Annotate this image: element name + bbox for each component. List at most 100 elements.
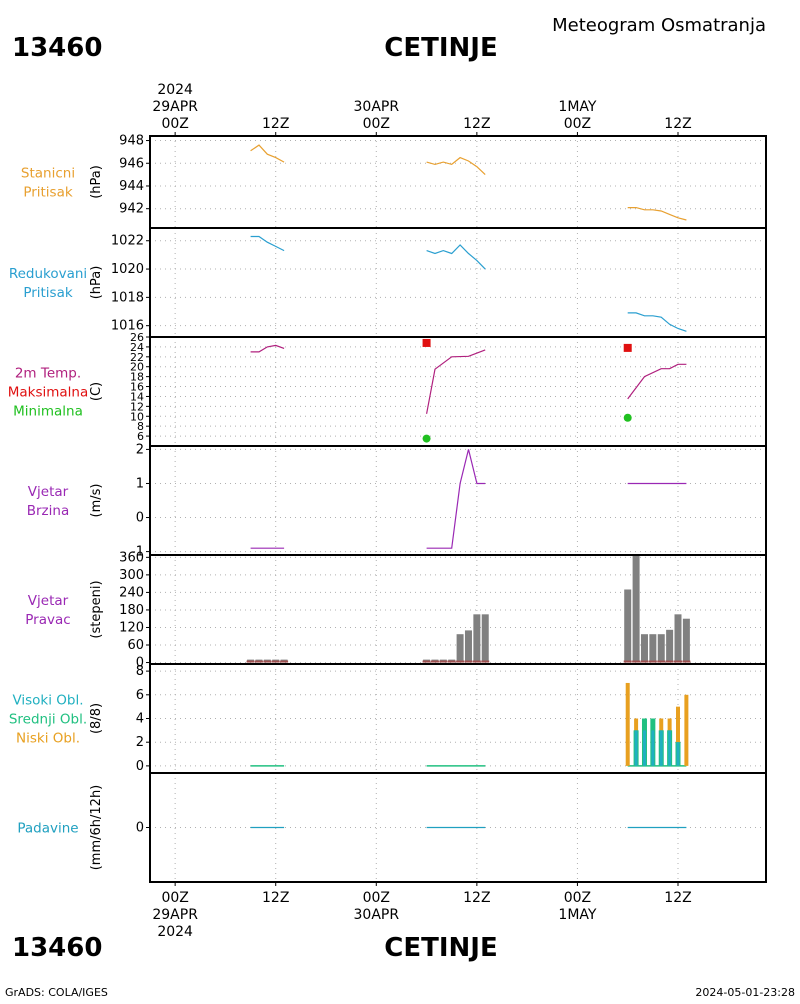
station-id-top: 13460: [12, 33, 102, 63]
y-tick-label: 360: [119, 550, 144, 565]
panel-label: Visoki Obl.: [12, 693, 83, 709]
panel-label: Niski Obl.: [16, 731, 80, 747]
bottom-time-label: 00Z: [363, 890, 390, 906]
bottom-time-label: 12Z: [664, 890, 691, 906]
bottom-time-label: 2024: [157, 924, 193, 940]
top-time-label: 00Z: [564, 116, 591, 132]
panel-clouds: 0 2 4 6 8 (8/8) Visoki Obl. Srednji Obl. Niski O…: [9, 663, 767, 774]
direction-bar: [649, 634, 657, 663]
y-tick-label: 8: [136, 664, 144, 679]
y-tick-label: 300: [119, 568, 144, 583]
bottom-time-label: 12Z: [463, 890, 490, 906]
y-tick-label: 240: [119, 585, 144, 600]
high-cloud-bar: [634, 730, 638, 766]
top-time-label: 2024: [157, 82, 193, 98]
panel-label: Padavine: [17, 821, 78, 837]
top-time-label: 00Z: [161, 116, 188, 132]
y-tick-label: 1016: [111, 319, 144, 334]
direction-bar: [632, 555, 640, 663]
bottom-time-label: 12Z: [262, 890, 289, 906]
y-tick-label: 6: [137, 430, 144, 443]
top-time-label: 30APR: [354, 99, 400, 115]
y-tick-label: 180: [119, 603, 144, 618]
y-axis-label: (hPa): [89, 165, 104, 199]
high-cloud-bar: [668, 730, 672, 766]
series-line: [426, 156, 486, 176]
y-tick-label: 0: [136, 759, 144, 774]
y-axis-label: (stepeni): [89, 580, 104, 638]
low-cloud-bar: [625, 682, 630, 766]
y-tick-label: 10: [130, 410, 144, 423]
y-tick-label: 944: [119, 179, 144, 194]
series-line: [627, 207, 687, 221]
low-cloud-bar: [684, 694, 689, 766]
top-time-label: 12Z: [664, 116, 691, 132]
y-axis-label: (mm/6h/12h): [89, 785, 104, 871]
direction-bar: [640, 634, 648, 663]
station-name-bottom: CETINJE: [384, 933, 497, 963]
page-title: Meteogram Osmatranja: [552, 15, 766, 36]
bottom-time-label: 00Z: [161, 890, 188, 906]
y-tick-label: 12: [130, 400, 144, 413]
y-axis-label: (m/s): [89, 484, 104, 518]
footer-timestamp: 2024-05-01-23:28: [695, 986, 795, 999]
panel-station_pressure: 942 944 946 948 (hPa) Stanicni Pritisak: [21, 134, 767, 229]
series-line: [426, 349, 486, 414]
y-tick-label: 2: [136, 442, 144, 457]
y-tick-label: 16: [130, 381, 144, 394]
y-tick-label: 1020: [111, 262, 144, 277]
y-tick-label: 18: [130, 371, 144, 384]
y-axis-label: (hPa): [89, 266, 104, 300]
series-line: [426, 244, 486, 270]
high-cloud-bar: [651, 730, 655, 766]
y-tick-label: 6: [136, 688, 144, 703]
y-tick-label: 20: [130, 361, 144, 374]
bottom-time-label: 29APR: [152, 907, 198, 923]
min-temp-marker: [623, 413, 632, 422]
y-tick-label: 60: [127, 638, 144, 653]
panel-label: Redukovani: [9, 266, 87, 282]
y-axis-label: (C): [89, 382, 104, 401]
y-tick-label: 1018: [111, 290, 144, 305]
panel-label: Pritisak: [23, 185, 73, 201]
direction-bar: [481, 614, 489, 663]
panel-label: Vjetar: [28, 593, 69, 609]
direction-bar: [674, 614, 682, 663]
series-line: [627, 312, 687, 332]
direction-bar: [473, 614, 481, 663]
y-tick-label: 120: [119, 620, 144, 635]
top-time-label: 12Z: [463, 116, 490, 132]
panel-label: Srednji Obl.: [9, 712, 87, 728]
panel-label: Brzina: [27, 503, 69, 519]
bottom-time-label: 00Z: [564, 890, 591, 906]
y-tick-label: 14: [130, 390, 144, 403]
low-cloud-bar: [676, 706, 680, 766]
top-time-label: 1MAY: [558, 99, 596, 115]
y-tick-label: 22: [130, 351, 144, 364]
series-line: [250, 235, 285, 252]
series-line: [627, 363, 687, 400]
y-tick-label: 0: [136, 656, 144, 671]
panel-precipitation: 0 (mm/6h/12h) Padavine: [17, 772, 767, 883]
high-cloud-bar: [676, 742, 680, 766]
y-tick-label: 8: [137, 420, 144, 433]
station-id-bottom: 13460: [12, 933, 102, 963]
y-axis-label: (8/8): [89, 703, 104, 734]
direction-bar: [456, 634, 464, 663]
panel-label: Maksimalna: [8, 385, 89, 401]
direction-bar: [624, 589, 632, 663]
direction-bar: [464, 630, 472, 663]
series-line: [250, 144, 285, 163]
direction-bar: [657, 634, 665, 663]
bottom-time-label: 1MAY: [558, 907, 596, 923]
panel-label: Pravac: [25, 612, 70, 628]
panel-label: Vjetar: [28, 484, 69, 500]
direction-bar: [666, 629, 674, 663]
y-tick-label: 1022: [111, 234, 144, 249]
station-name-top: CETINJE: [384, 33, 497, 63]
y-tick-label: 26: [130, 331, 144, 344]
y-tick-label: 942: [119, 202, 144, 217]
